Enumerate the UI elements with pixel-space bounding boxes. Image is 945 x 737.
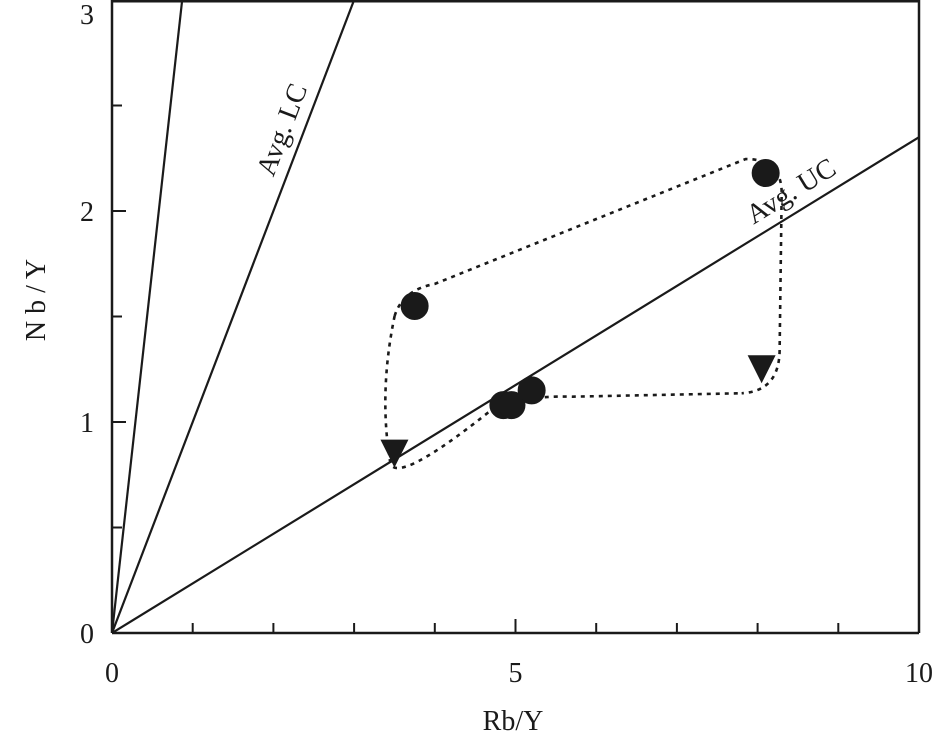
y-tick-label: 2	[80, 197, 94, 228]
x-axis-title: Rb/Y	[483, 706, 544, 737]
y-tick-label: 3	[80, 0, 94, 31]
y-axis-title: N b / Y	[21, 259, 52, 341]
triangle-data-point	[380, 439, 409, 468]
x-tick-label: 5	[509, 658, 523, 689]
triangle-data-point	[747, 355, 776, 384]
circle-data-point	[751, 159, 780, 188]
reference-line	[112, 136, 919, 633]
x-tick-label: 0	[105, 658, 119, 689]
reference-line	[112, 0, 184, 633]
envelope-outline	[393, 157, 783, 395]
y-tick-label: 1	[80, 408, 94, 439]
circle-data-point	[517, 376, 546, 405]
reference-line	[112, 0, 356, 633]
circle-data-point	[497, 391, 526, 420]
envelope-outline	[384, 315, 742, 470]
x-tick-label: 10	[905, 658, 933, 689]
y-tick-label: 0	[80, 619, 94, 650]
circle-data-point	[400, 291, 429, 320]
